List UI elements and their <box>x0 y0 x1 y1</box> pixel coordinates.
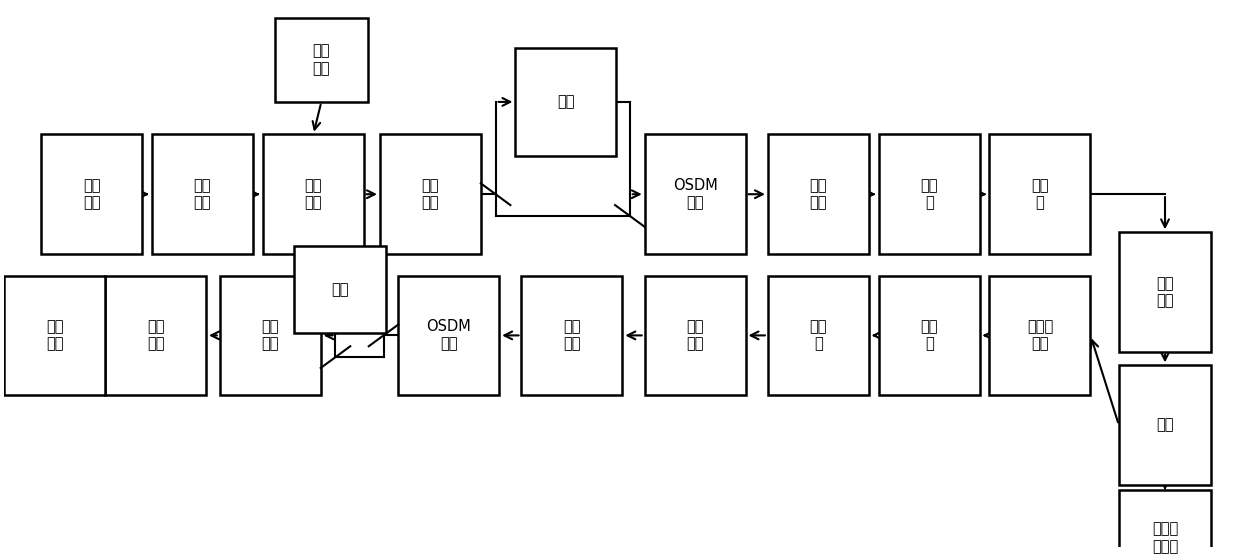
Bar <box>1118 490 1211 560</box>
Bar <box>645 134 745 254</box>
Bar <box>522 276 622 395</box>
Text: 模式
判断: 模式 判断 <box>563 319 580 352</box>
Text: 数字
调制: 数字 调制 <box>422 178 439 211</box>
Text: 扩频: 扩频 <box>557 95 574 109</box>
Text: 数据
输入: 数据 输入 <box>83 178 100 211</box>
Text: OSDM
解调: OSDM 解调 <box>427 319 471 352</box>
Text: 信道
编码: 信道 编码 <box>193 178 211 211</box>
Text: 信道
均衡: 信道 均衡 <box>687 319 704 352</box>
Bar <box>990 134 1090 254</box>
Bar <box>105 276 206 395</box>
Text: 模式
选择: 模式 选择 <box>305 178 322 211</box>
Text: 信道
解码: 信道 解码 <box>146 319 165 352</box>
Text: 上变
频: 上变 频 <box>1032 178 1049 211</box>
Text: 数据
组帧: 数据 组帧 <box>810 178 827 211</box>
Bar <box>768 276 869 395</box>
Bar <box>1118 232 1211 352</box>
Text: 信道
信息: 信道 信息 <box>312 44 330 76</box>
Bar <box>294 246 386 333</box>
Bar <box>219 276 321 395</box>
Bar <box>153 134 253 254</box>
Text: 下变
频: 下变 频 <box>920 319 937 352</box>
Text: 数据
输出: 数据 输出 <box>46 319 63 352</box>
Bar <box>990 276 1090 395</box>
Bar <box>398 276 500 395</box>
Bar <box>879 276 980 395</box>
Text: 数字
解调: 数字 解调 <box>262 319 279 352</box>
Text: 降采
样: 降采 样 <box>810 319 827 352</box>
Bar <box>645 276 745 395</box>
Text: 升采
样: 升采 样 <box>920 178 937 211</box>
Bar <box>4 276 105 395</box>
Bar <box>379 134 481 254</box>
Bar <box>263 134 363 254</box>
Bar <box>41 134 143 254</box>
Text: 信道信
息获取: 信道信 息获取 <box>1152 521 1178 554</box>
Bar <box>879 134 980 254</box>
Text: 水声
信道: 水声 信道 <box>1156 276 1174 308</box>
Text: 多普勒
估计: 多普勒 估计 <box>1027 319 1053 352</box>
Text: 同步: 同步 <box>1156 418 1174 432</box>
Text: 解扩: 解扩 <box>331 282 348 297</box>
Text: OSDM
调制: OSDM 调制 <box>673 178 718 211</box>
Bar <box>1118 365 1211 485</box>
Bar <box>768 134 869 254</box>
Bar <box>516 48 616 156</box>
Bar <box>275 18 367 102</box>
